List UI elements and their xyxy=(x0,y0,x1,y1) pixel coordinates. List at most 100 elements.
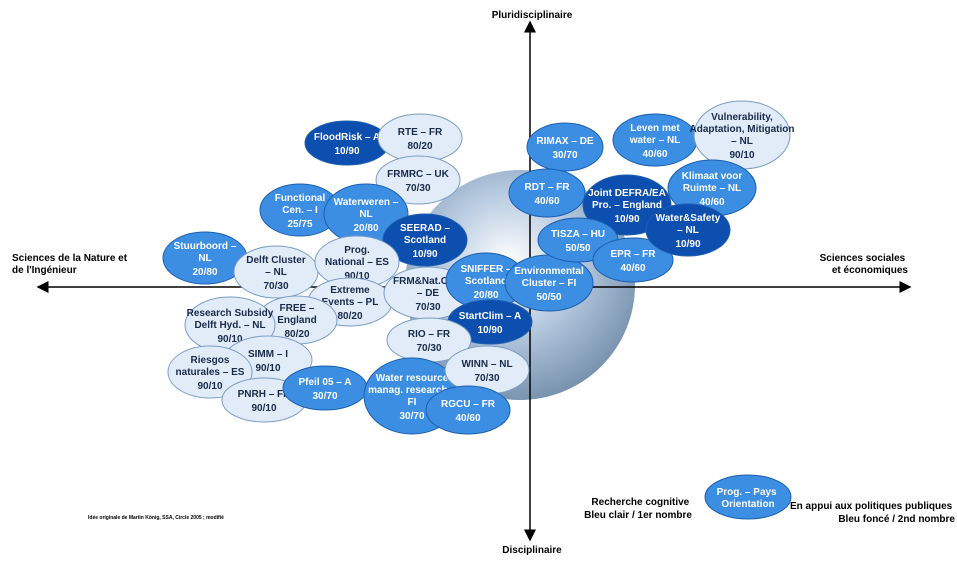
node-ratio: 10/90 xyxy=(614,214,639,225)
node-name: – NL xyxy=(677,225,699,236)
node-name: FloodRisk – A xyxy=(314,132,380,143)
node: RTE – FR 80/20 xyxy=(377,113,463,163)
node-name: NL xyxy=(198,253,211,264)
node-name: Water&Safety xyxy=(656,213,721,224)
node-name: FRM&Nat.Con. xyxy=(393,276,463,287)
node-name: Cluster – FI xyxy=(522,278,577,289)
node-ellipse xyxy=(304,120,390,166)
legend-line: Orientation xyxy=(721,499,774,510)
node-label: Environmental Cluster – FI 50/50 xyxy=(514,266,584,303)
node-ratio: 70/30 xyxy=(405,183,430,194)
node: Environmental Cluster – FI 50/50 xyxy=(504,254,594,312)
node-name: Research Subsidy xyxy=(187,308,274,319)
axis-label-line: de l'Ingénieur xyxy=(12,265,77,276)
node: SEERAD – Scotland 10/90 xyxy=(382,213,468,267)
node-ellipse xyxy=(526,122,604,172)
axis-label: Pluridisciplinaire xyxy=(492,10,573,21)
node: Functional Cen. – I 25/75 xyxy=(259,183,341,237)
node-name: Scotland xyxy=(404,235,446,246)
node-name: Delft Cluster xyxy=(246,255,306,266)
node: FloodRisk – A 10/90 xyxy=(304,120,390,166)
credit: Idée originale de Martin König, SSA, Cir… xyxy=(88,515,224,521)
node-name: Prog. xyxy=(344,245,370,256)
node-label: RIMAX – DE 30/70 xyxy=(536,136,594,161)
node-ratio: 50/50 xyxy=(565,243,590,254)
node-name: Stuurboord – xyxy=(174,241,237,252)
node-name: Klimaat voor xyxy=(682,171,743,182)
node-name: RGCU – FR xyxy=(441,399,496,410)
node-name: SNIFFER – xyxy=(460,264,512,275)
node-ellipse xyxy=(425,385,511,435)
node: Delft Cluster – NL 70/30 xyxy=(233,245,319,299)
node-ellipse xyxy=(282,365,368,411)
node-ratio: 10/90 xyxy=(412,249,437,260)
node-label: PNRH – FR 90/10 xyxy=(238,389,292,414)
node-name: – NL xyxy=(731,136,753,147)
node-ratio: 20/80 xyxy=(473,290,498,301)
node-name: Cen. – I xyxy=(282,205,318,216)
node-ratio: 90/10 xyxy=(344,271,369,282)
node-label: SIMM – I 90/10 xyxy=(248,349,288,374)
node-label: RDT – FR 40/60 xyxy=(525,182,571,207)
node: Stuurboord – NL 20/80 xyxy=(162,231,248,285)
node-ratio: 70/30 xyxy=(416,343,441,354)
node-name: Waterweren – xyxy=(334,197,399,208)
node: FRMRC – UK 70/30 xyxy=(375,155,461,205)
axis-label-line: et économiques xyxy=(832,265,909,276)
node-label: Waterweren – NL 20/80 xyxy=(334,197,399,234)
node-name: RTE – FR xyxy=(398,127,443,138)
node-name: StartClim – A xyxy=(459,311,521,322)
node-name: – DE xyxy=(417,288,440,299)
node-name: Ruimte – NL xyxy=(683,183,741,194)
node-name: Environmental xyxy=(514,266,584,277)
legend-line: Bleu clair / 1er nombre xyxy=(584,510,692,521)
node-label: Extreme Events – PL 80/20 xyxy=(322,285,379,322)
node-name: Events – PL xyxy=(322,297,379,308)
node-ratio: 80/20 xyxy=(337,311,362,322)
node-ratio: 90/10 xyxy=(729,150,754,161)
node-label: RGCU – FR 40/60 xyxy=(441,399,496,424)
node-ratio: 20/80 xyxy=(353,223,378,234)
node-label: TISZA – HU 50/50 xyxy=(551,229,605,254)
node-label: Water&Safety – NL 10/90 xyxy=(656,213,721,250)
node-name: Pro. – England xyxy=(592,200,662,211)
node-label: Pfeil 05 – A 30/70 xyxy=(299,377,352,402)
node-name: RDT – FR xyxy=(525,182,571,193)
node-ratio: 40/60 xyxy=(642,149,667,160)
node-name: RIO – FR xyxy=(408,329,451,340)
node-ellipse xyxy=(377,113,463,163)
node-name: Vulnerability, xyxy=(711,112,773,123)
node-name: Pfeil 05 – A xyxy=(299,377,352,388)
node-ratio: 90/10 xyxy=(217,334,242,345)
node-ellipse xyxy=(375,155,461,205)
node-name: – NL xyxy=(265,267,287,278)
node-name: Extreme xyxy=(330,285,370,296)
node-ratio: 40/60 xyxy=(455,413,480,424)
node-label: Prog. National – ES 90/10 xyxy=(325,245,389,282)
node-name: FREE – xyxy=(279,303,314,314)
node-ratio: 30/70 xyxy=(312,391,337,402)
node-ellipse xyxy=(508,168,586,218)
node-ratio: 40/60 xyxy=(620,263,645,274)
node-label: Klimaat voor Ruimte – NL 40/60 xyxy=(682,171,743,208)
node-name: EPR – FR xyxy=(610,249,656,260)
node-ratio: 20/80 xyxy=(192,267,217,278)
axis-label-line: Sciences de la Nature et xyxy=(12,253,128,264)
node: FREE – England 80/20 xyxy=(256,295,338,345)
node-ellipse xyxy=(645,203,731,257)
node-label: Vulnerability, Adaptation, Mitigation – NL… xyxy=(690,112,795,161)
node-name: Joint DEFRA/EA xyxy=(588,188,666,199)
node-name: RIMAX – DE xyxy=(536,136,594,147)
node: RGCU – FR 40/60 xyxy=(425,385,511,435)
node-ratio: 80/20 xyxy=(407,141,432,152)
node-label: Riesgos naturales – ES 90/10 xyxy=(176,355,245,392)
node-name: Water resource xyxy=(376,373,449,384)
axis-label-line: Sciences sociales xyxy=(820,253,906,264)
node-name: FRMRC – UK xyxy=(387,169,449,180)
node-name: Adaptation, Mitigation xyxy=(690,124,795,135)
node: Vulnerability, Adaptation, Mitigation – NL… xyxy=(690,100,795,170)
node: RDT – FR 40/60 xyxy=(508,168,586,218)
node-label: FREE – England 80/20 xyxy=(277,303,316,340)
node-ratio: 70/30 xyxy=(415,302,440,313)
